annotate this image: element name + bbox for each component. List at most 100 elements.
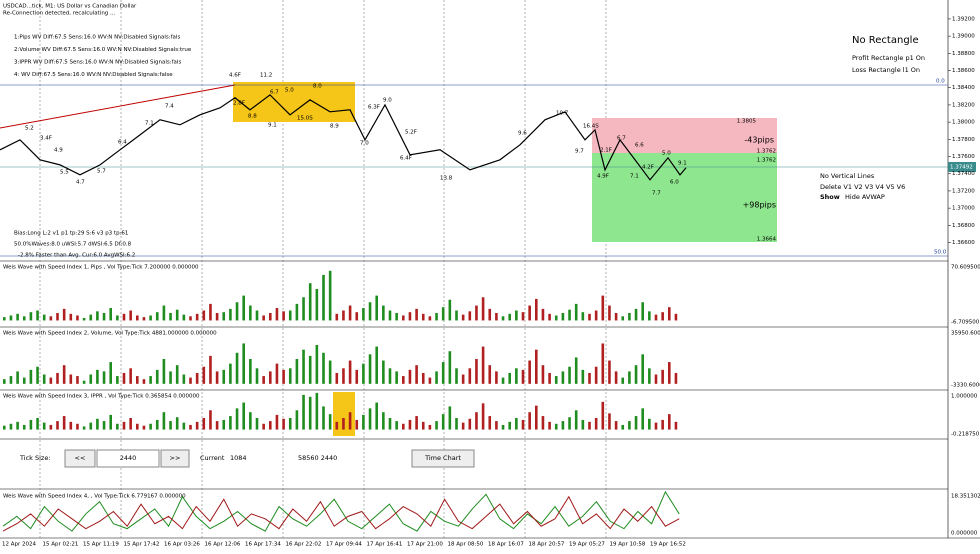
volume-bar — [175, 309, 179, 321]
panel-max: 70.609500 — [951, 265, 980, 271]
profit-rectangle[interactable] — [592, 153, 777, 242]
setting-line: 2:Volume WV Diff:67.5 Sens:16.0 WV:N NV:… — [14, 47, 192, 53]
wave-label: 9.1 — [268, 123, 277, 129]
volume-bar — [328, 270, 332, 321]
volume-bar — [215, 312, 219, 321]
tick-input[interactable] — [96, 449, 160, 468]
volume-bar — [421, 421, 425, 430]
volume-bar — [89, 422, 93, 430]
volume-bar — [515, 368, 518, 384]
volume-bar — [395, 421, 398, 430]
volume-bar — [441, 414, 445, 430]
volume-bar — [495, 421, 498, 430]
rect-label: 1.3664 — [757, 237, 777, 243]
volume-bar — [169, 312, 172, 321]
volume-bar — [435, 371, 438, 384]
trend-line[interactable] — [0, 84, 236, 129]
volume-bar — [601, 401, 605, 430]
volume-bar — [109, 308, 112, 321]
volume-bar — [36, 310, 39, 321]
volume-bar — [614, 371, 618, 384]
volume-bar — [508, 313, 511, 321]
volume-bar — [262, 376, 265, 384]
status: Re-Connection detected, recalculating ..… — [3, 11, 116, 17]
prev-button[interactable] — [64, 449, 96, 468]
volume-bar — [262, 423, 265, 430]
show-button[interactable]: Show — [820, 193, 840, 201]
volume-bar — [628, 312, 631, 321]
volume-bar — [581, 419, 585, 430]
volume-bar — [648, 418, 651, 430]
highlight-zone — [233, 82, 355, 122]
volume-bar — [461, 422, 465, 430]
volume-bar — [495, 371, 498, 384]
volume-bar — [362, 363, 365, 384]
time-chart-button[interactable] — [411, 449, 475, 468]
y-tick-label: 1.37200 — [952, 188, 975, 194]
volume-bar — [129, 417, 132, 430]
volume-bar — [116, 315, 119, 321]
volume-bar — [142, 425, 146, 430]
volume-bar — [322, 274, 325, 321]
volume-bar — [249, 305, 252, 321]
volume-bar — [588, 313, 591, 321]
tick-input-value: 2440 — [120, 454, 137, 462]
volume-bar — [96, 369, 99, 384]
rect-profit[interactable]: Profit Rectangle p1 On — [852, 54, 925, 62]
loss-rectangle[interactable] — [592, 118, 777, 153]
volume-bar — [581, 312, 585, 321]
hide-button[interactable]: Hide AVWAP — [845, 193, 885, 201]
volume-bar — [475, 305, 478, 321]
volume-bar — [162, 412, 166, 430]
volume-bar — [142, 379, 146, 384]
y-tick-label: 1.37800 — [952, 137, 975, 143]
volume-bar — [368, 302, 372, 321]
volume-bar — [668, 362, 671, 384]
wave-label: 8.9 — [330, 124, 339, 130]
volume-bar — [561, 421, 565, 430]
volume-bar — [541, 365, 545, 384]
wave-label: 2.8F — [233, 101, 245, 107]
current-label: Current — [200, 454, 225, 462]
volume-bar — [96, 311, 99, 321]
volume-bar — [129, 368, 132, 384]
wave-label: 5.0 — [285, 88, 294, 94]
setting-line: 4: WV Diff:67.5 Sens:16.0 WV:N NV:Disabl… — [14, 72, 173, 78]
volume-bar — [202, 310, 206, 321]
volume-bar — [89, 374, 93, 384]
volume-bar — [209, 355, 212, 384]
wave-label: 7.4 — [165, 104, 174, 110]
volume-bar — [448, 351, 452, 384]
wave-label: 4.9 — [54, 148, 63, 154]
panel-min: -6.709500 — [951, 320, 980, 326]
volume-bar — [468, 418, 472, 430]
volume-bar — [195, 372, 199, 384]
volume-bar — [634, 416, 638, 430]
next-button[interactable] — [160, 449, 190, 468]
volume-bar — [242, 402, 245, 430]
volume-bar — [255, 310, 259, 321]
panel-borders — [0, 0, 980, 539]
vline-title: No Vertical Lines — [820, 172, 875, 180]
vline-delete[interactable]: Delete V1 V2 V3 V4 V5 V6 — [820, 183, 905, 191]
volume-bar — [102, 312, 106, 321]
volume-bar — [441, 307, 445, 321]
volume-bar — [89, 314, 93, 321]
wave-label: 8.0 — [313, 84, 322, 90]
volume-bar — [9, 376, 13, 384]
rect-loss[interactable]: Loss Rectangle l1 On — [852, 66, 920, 74]
wave-label: 2.1F — [600, 148, 612, 154]
prev-label: << — [75, 454, 86, 462]
current-value: 1084 — [230, 454, 247, 462]
volume-bar — [315, 345, 319, 384]
x-tick-label: 19 Apr 10:58 — [610, 542, 646, 548]
panel-title: Weis Wave with Speed Index 1, Pips , Vol… — [3, 265, 199, 271]
volume-bar — [82, 426, 86, 430]
wave-label: 9.0 — [383, 98, 392, 104]
x-tick-label: 12 Apr 2024 — [2, 542, 37, 548]
wave-label: 9.1 — [678, 161, 687, 167]
volume-bar — [488, 365, 492, 384]
rect-label: +98pips — [743, 201, 776, 210]
volume-bar — [149, 315, 152, 321]
y-tick-label: 1.38200 — [952, 102, 975, 108]
